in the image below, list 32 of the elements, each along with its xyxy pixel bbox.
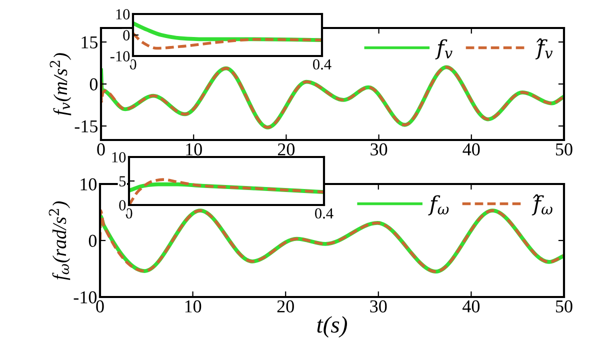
y-tick-label: 10 xyxy=(116,9,130,20)
line-series xyxy=(133,32,322,50)
legend-label: f̂$_{v}$ xyxy=(535,38,553,60)
y-axis-title: f$_{v}$(m/s$^{2}$) xyxy=(50,53,72,116)
y-tick-label: 10 xyxy=(80,178,97,190)
legend-label: f̂$_{ω}$ xyxy=(532,194,552,216)
x-tick-label: 20 xyxy=(278,143,295,156)
x-tick-label: 30 xyxy=(370,300,387,312)
x-tick-label: 40 xyxy=(462,300,480,312)
y-axis-title: f$_{ω}$(rad/s$^{2}$) xyxy=(48,201,70,280)
x-tick-label: 10 xyxy=(186,143,202,156)
x-tick-label: 50 xyxy=(556,143,572,156)
y-tick-label: 5 xyxy=(119,176,126,186)
y-tick-label: 0 xyxy=(119,200,126,210)
legend-label: f$_{ω}$ xyxy=(428,195,449,216)
x-tick-label: 50 xyxy=(556,300,572,312)
x-tick-label: 20 xyxy=(277,300,294,312)
y-tick-label: -10 xyxy=(74,291,97,304)
x-tick-label: 10 xyxy=(185,300,202,312)
y-tick-label: -15 xyxy=(74,120,98,132)
legend-label: f$_{v}$ xyxy=(435,39,452,60)
x-tick-label: 30 xyxy=(370,143,388,156)
y-tick-label: 10 xyxy=(112,152,126,162)
y-tick-label: 0 xyxy=(123,30,130,40)
y-tick-label: -10 xyxy=(110,51,130,62)
y-tick-label: 0 xyxy=(88,234,97,247)
x-tick-label: 0.4 xyxy=(313,59,332,70)
x-tick-label: 0.4 xyxy=(315,208,334,219)
y-tick-label: 0 xyxy=(90,78,98,90)
y-tick-label: 15 xyxy=(82,36,98,48)
x-tick-label: 40 xyxy=(462,143,480,156)
x-axis-title: t(s) xyxy=(317,316,348,338)
